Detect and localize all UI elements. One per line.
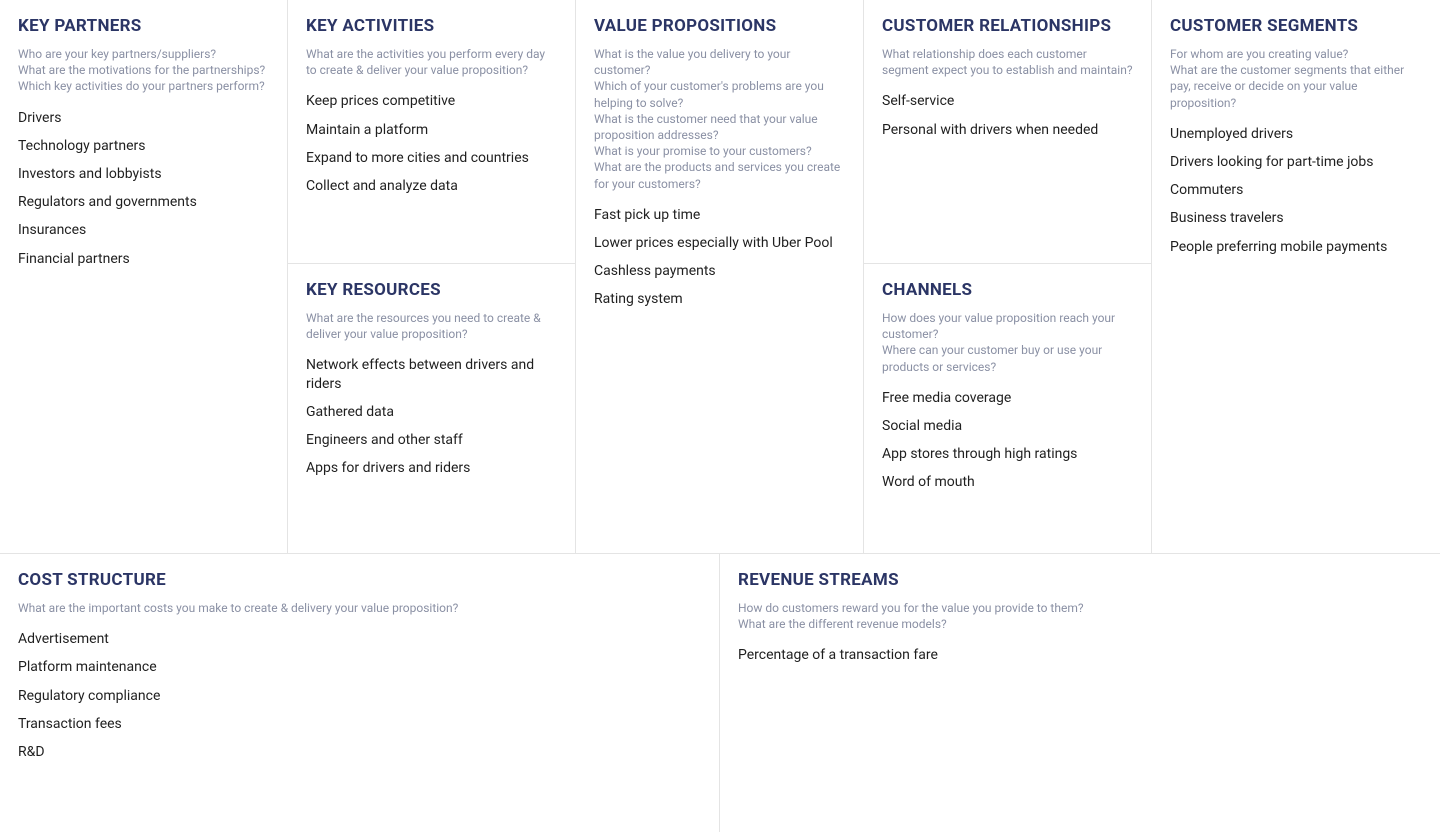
block-desc: What relationship does each customer seg…	[882, 46, 1133, 78]
block-customer-segments: CUSTOMER SEGMENTS For whom are you creat…	[1152, 0, 1440, 554]
list-item: App stores through high ratings	[882, 445, 1133, 463]
list-item: People preferring mobile payments	[1170, 238, 1422, 256]
list-item: Financial partners	[18, 250, 269, 268]
block-value-propositions: VALUE PROPOSITIONS What is the value you…	[576, 0, 864, 554]
business-model-canvas: KEY PARTNERS Who are your key partners/s…	[0, 0, 1440, 832]
list-item: Drivers looking for part-time jobs	[1170, 153, 1422, 171]
list-item: Expand to more cities and countries	[306, 149, 557, 167]
list-item: Lower prices especially with Uber Pool	[594, 234, 845, 252]
block-desc: What is the value you delivery to your c…	[594, 46, 845, 192]
list-item: Fast pick up time	[594, 206, 845, 224]
list-item: Rating system	[594, 290, 845, 308]
list-item: Investors and lobbyists	[18, 165, 269, 183]
block-desc: What are the activities you perform ever…	[306, 46, 557, 78]
list-item: Percentage of a transaction fare	[738, 646, 1422, 664]
block-title: KEY PARTNERS	[18, 16, 269, 36]
list-item: Maintain a platform	[306, 121, 557, 139]
block-desc: Who are your key partners/suppliers?What…	[18, 46, 269, 95]
list-item: Gathered data	[306, 403, 557, 421]
list-item: Apps for drivers and riders	[306, 459, 557, 477]
list-item: Free media coverage	[882, 389, 1133, 407]
list-item: Platform maintenance	[18, 658, 701, 676]
block-title: REVENUE STREAMS	[738, 570, 1422, 590]
list-item: Word of mouth	[882, 473, 1133, 491]
list-item: Network effects between drivers and ride…	[306, 356, 557, 392]
block-revenue-streams: REVENUE STREAMS How do customers reward …	[720, 554, 1440, 832]
block-title: CUSTOMER SEGMENTS	[1170, 16, 1422, 36]
block-desc: How does your value proposition reach yo…	[882, 310, 1133, 375]
block-items: Keep prices competitive Maintain a platfo…	[306, 92, 557, 195]
block-desc: What are the important costs you make to…	[18, 600, 701, 616]
block-items: Free media coverage Social media App store…	[882, 389, 1133, 492]
block-items: Fast pick up time Lower prices especially…	[594, 206, 845, 309]
list-item: Self-service	[882, 92, 1133, 110]
list-item: Cashless payments	[594, 262, 845, 280]
list-item: Collect and analyze data	[306, 177, 557, 195]
block-desc: For whom are you creating value?What are…	[1170, 46, 1422, 111]
block-desc: How do customers reward you for the valu…	[738, 600, 1422, 632]
list-item: Regulators and governments	[18, 193, 269, 211]
list-item: Insurances	[18, 221, 269, 239]
block-items: Percentage of a transaction fare	[738, 646, 1422, 664]
list-item: Unemployed drivers	[1170, 125, 1422, 143]
list-item: Technology partners	[18, 137, 269, 155]
list-item: Transaction fees	[18, 715, 701, 733]
list-item: Drivers	[18, 109, 269, 127]
block-customer-relationships: CUSTOMER RELATIONSHIPS What relationship…	[864, 0, 1152, 264]
list-item: Commuters	[1170, 181, 1422, 199]
block-title: VALUE PROPOSITIONS	[594, 16, 845, 36]
block-items: Self-service Personal with drivers when n…	[882, 92, 1133, 138]
block-title: KEY RESOURCES	[306, 280, 557, 300]
list-item: Advertisement	[18, 630, 701, 648]
block-title: CUSTOMER RELATIONSHIPS	[882, 16, 1133, 36]
block-items: Unemployed drivers Drivers looking for pa…	[1170, 125, 1422, 256]
block-key-partners: KEY PARTNERS Who are your key partners/s…	[0, 0, 288, 554]
list-item: Business travelers	[1170, 209, 1422, 227]
block-title: KEY ACTIVITIES	[306, 16, 557, 36]
block-title: CHANNELS	[882, 280, 1133, 300]
block-desc: What are the resources you need to creat…	[306, 310, 557, 342]
block-items: Network effects between drivers and ride…	[306, 356, 557, 477]
block-channels: CHANNELS How does your value proposition…	[864, 264, 1152, 554]
block-key-activities: KEY ACTIVITIES What are the activities y…	[288, 0, 576, 264]
block-items: Drivers Technology partners Investors and …	[18, 109, 269, 268]
list-item: Regulatory compliance	[18, 687, 701, 705]
list-item: Keep prices competitive	[306, 92, 557, 110]
block-items: Advertisement Platform maintenance Regulat…	[18, 630, 701, 761]
list-item: Engineers and other staff	[306, 431, 557, 449]
block-key-resources: KEY RESOURCES What are the resources you…	[288, 264, 576, 554]
list-item: Social media	[882, 417, 1133, 435]
list-item: R&D	[18, 743, 701, 761]
block-title: COST STRUCTURE	[18, 570, 701, 590]
block-cost-structure: COST STRUCTURE What are the important co…	[0, 554, 720, 832]
list-item: Personal with drivers when needed	[882, 121, 1133, 139]
